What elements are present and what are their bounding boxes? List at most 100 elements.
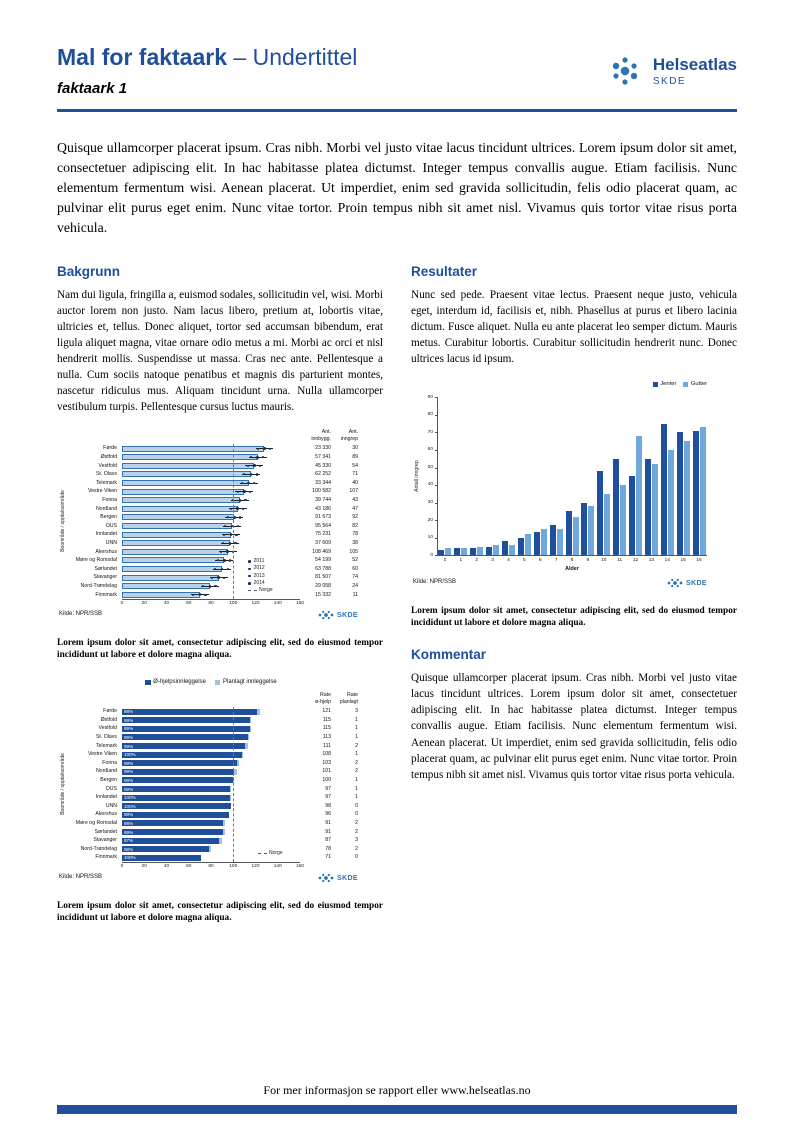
bar	[122, 548, 228, 555]
bar	[122, 583, 210, 590]
value-cell: 2	[355, 759, 358, 766]
value-cell: 87	[325, 837, 331, 844]
bar-segment	[218, 837, 223, 844]
bar-pct-label: 99%	[124, 769, 134, 775]
value-cell: 0	[355, 802, 358, 809]
axis-tick-label: 80	[208, 864, 214, 870]
axis-tick-label: 100	[229, 601, 238, 607]
bakgrunn-body: Nam dui ligula, fringilla a, euismod sod…	[57, 289, 383, 414]
category-label: UNN	[105, 539, 117, 546]
year-marker	[236, 490, 239, 493]
year-marker	[202, 585, 205, 588]
value-cell: 1	[355, 785, 358, 792]
bar-segment	[229, 794, 232, 801]
value-cell: 0	[355, 854, 358, 861]
legend-swatch	[652, 381, 658, 387]
value-cell: 75 231	[315, 531, 331, 538]
bar-jenter	[501, 541, 508, 556]
axis-tick-label: 20	[427, 517, 433, 523]
norge-reference-line	[233, 444, 235, 600]
bar: 98%	[122, 811, 229, 818]
value-cell: 74	[352, 574, 358, 581]
axis-tick-label: 15	[680, 557, 686, 563]
value-cell: 95 564	[315, 522, 331, 529]
page-title: Mal for faktaark – Undertittel	[57, 44, 357, 71]
source-note: Kilde: NPR/SSB	[59, 874, 103, 881]
bar-gutter	[651, 463, 658, 556]
axis-tick-label: 90	[427, 394, 433, 400]
year-marker	[262, 456, 265, 459]
year-marker	[220, 567, 224, 571]
bar-jenter	[629, 476, 636, 556]
category-label: Telemark	[95, 742, 117, 749]
legend-swatch	[214, 679, 221, 686]
skde-logo: SKDE	[666, 577, 707, 589]
year-marker	[235, 533, 238, 536]
value-cell: 71	[352, 471, 358, 478]
year-marker	[249, 473, 253, 476]
chart2-caption: Lorem ipsum dolor sit amet, consectetur …	[57, 901, 383, 924]
year-marker	[248, 490, 252, 493]
value-cell: 92	[352, 514, 358, 521]
axis-tick	[435, 502, 437, 504]
bar: 100%	[122, 803, 232, 810]
category-label: Bergen	[100, 777, 117, 784]
bar-pct-label: 99%	[124, 829, 134, 835]
value-cell: 0	[355, 811, 358, 818]
bar-jenter	[613, 458, 620, 556]
axis-tick	[435, 485, 437, 486]
axis-tick-label: 140	[273, 864, 282, 870]
year-marker	[243, 473, 246, 476]
bar-jenter	[533, 532, 540, 556]
axis-tick	[435, 537, 437, 539]
axis-tick-label: 40	[163, 601, 170, 607]
section-heading-kommentar: Kommentar	[411, 647, 487, 663]
value-cell: 3	[355, 708, 358, 715]
bar: 99%	[122, 742, 246, 749]
axis-tick-label: 60	[186, 601, 192, 607]
value-cell: 30	[352, 445, 358, 452]
bar: 99%	[122, 734, 248, 741]
bar-gutter	[699, 427, 706, 556]
bar-jenter	[438, 550, 445, 556]
left-column: Bakgrunn Nam dui ligula, fringilla a, eu…	[57, 264, 383, 942]
axis-tick	[435, 520, 437, 521]
bar-pct-label: 98%	[124, 820, 134, 826]
year-marker	[211, 576, 214, 579]
value-cell: 24	[352, 582, 358, 589]
year-marker	[214, 568, 217, 571]
value-cell: 97	[325, 785, 331, 792]
bar-gutter	[588, 506, 595, 556]
bar-pct-label: 98%	[124, 812, 134, 818]
axis-tick-label: 140	[273, 601, 282, 607]
skde-logo-dots-icon	[667, 579, 683, 588]
axis-tick-label: 120	[251, 864, 260, 870]
bar-gutter	[508, 544, 515, 556]
year-marker	[223, 559, 226, 562]
bar	[122, 514, 235, 521]
category-label: Nord-Trøndelag	[80, 582, 117, 589]
bar	[122, 505, 238, 512]
bar-pct-label: 98%	[124, 709, 134, 715]
category-label: UNN	[105, 802, 117, 809]
value-cell: 52	[352, 557, 358, 564]
dot-marker-icon	[248, 560, 251, 564]
category-label: Vestfold	[98, 725, 117, 732]
skde-logo-dots-icon	[318, 873, 334, 883]
axis-tick-label: 13	[648, 557, 655, 563]
category-label: Vestre Viken	[87, 751, 117, 758]
legend-swatch	[145, 679, 151, 686]
axis-tick-label: 10	[427, 535, 433, 541]
bar-jenter	[692, 430, 699, 556]
year-marker	[192, 593, 195, 596]
category-label: Fonna	[102, 759, 117, 766]
header-rule	[57, 109, 737, 112]
bar-segment	[236, 760, 239, 767]
legend-year-item: 2014	[248, 580, 273, 587]
skde-logo-wrap: SKDE	[666, 576, 707, 594]
value-cell: 1	[355, 794, 358, 801]
year-marker	[233, 516, 236, 519]
category-label: Innlandet	[95, 794, 117, 801]
year-marker	[228, 559, 231, 562]
value-cell: 63 788	[315, 565, 331, 572]
